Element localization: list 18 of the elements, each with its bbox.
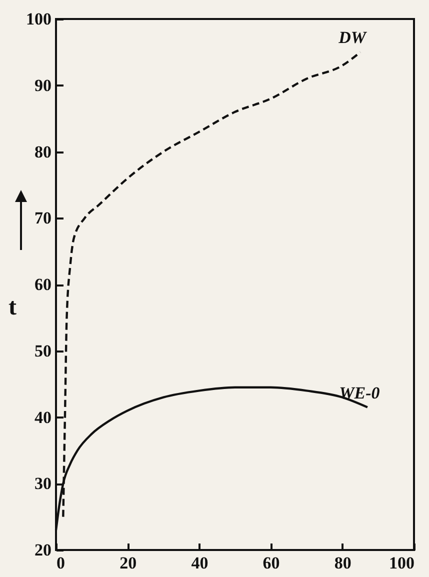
x-tick-label: 20 bbox=[120, 554, 137, 572]
x-tick-label: 100 bbox=[389, 554, 414, 572]
x-tick-label: 0 bbox=[56, 554, 65, 572]
y-tick-label: 40 bbox=[34, 408, 52, 427]
series-label: DW bbox=[338, 28, 368, 48]
series-label: WE-0 bbox=[339, 383, 380, 402]
y-tick-label: 60 bbox=[34, 275, 52, 294]
y-axis-title: t bbox=[8, 294, 16, 320]
y-tick-label: 50 bbox=[34, 341, 52, 360]
y-tick-label: 80 bbox=[34, 142, 52, 162]
y-tick-label: 100 bbox=[26, 10, 52, 28]
y-tick-label: 20 bbox=[34, 540, 52, 560]
x-tick-label: 40 bbox=[191, 554, 208, 572]
y-tick-label: 70 bbox=[34, 208, 52, 228]
x-tick-label: 60 bbox=[262, 554, 280, 572]
x-tick-label: 80 bbox=[334, 554, 352, 572]
y-tick-label: 90 bbox=[34, 76, 52, 95]
y-tick-label: 30 bbox=[34, 474, 52, 494]
